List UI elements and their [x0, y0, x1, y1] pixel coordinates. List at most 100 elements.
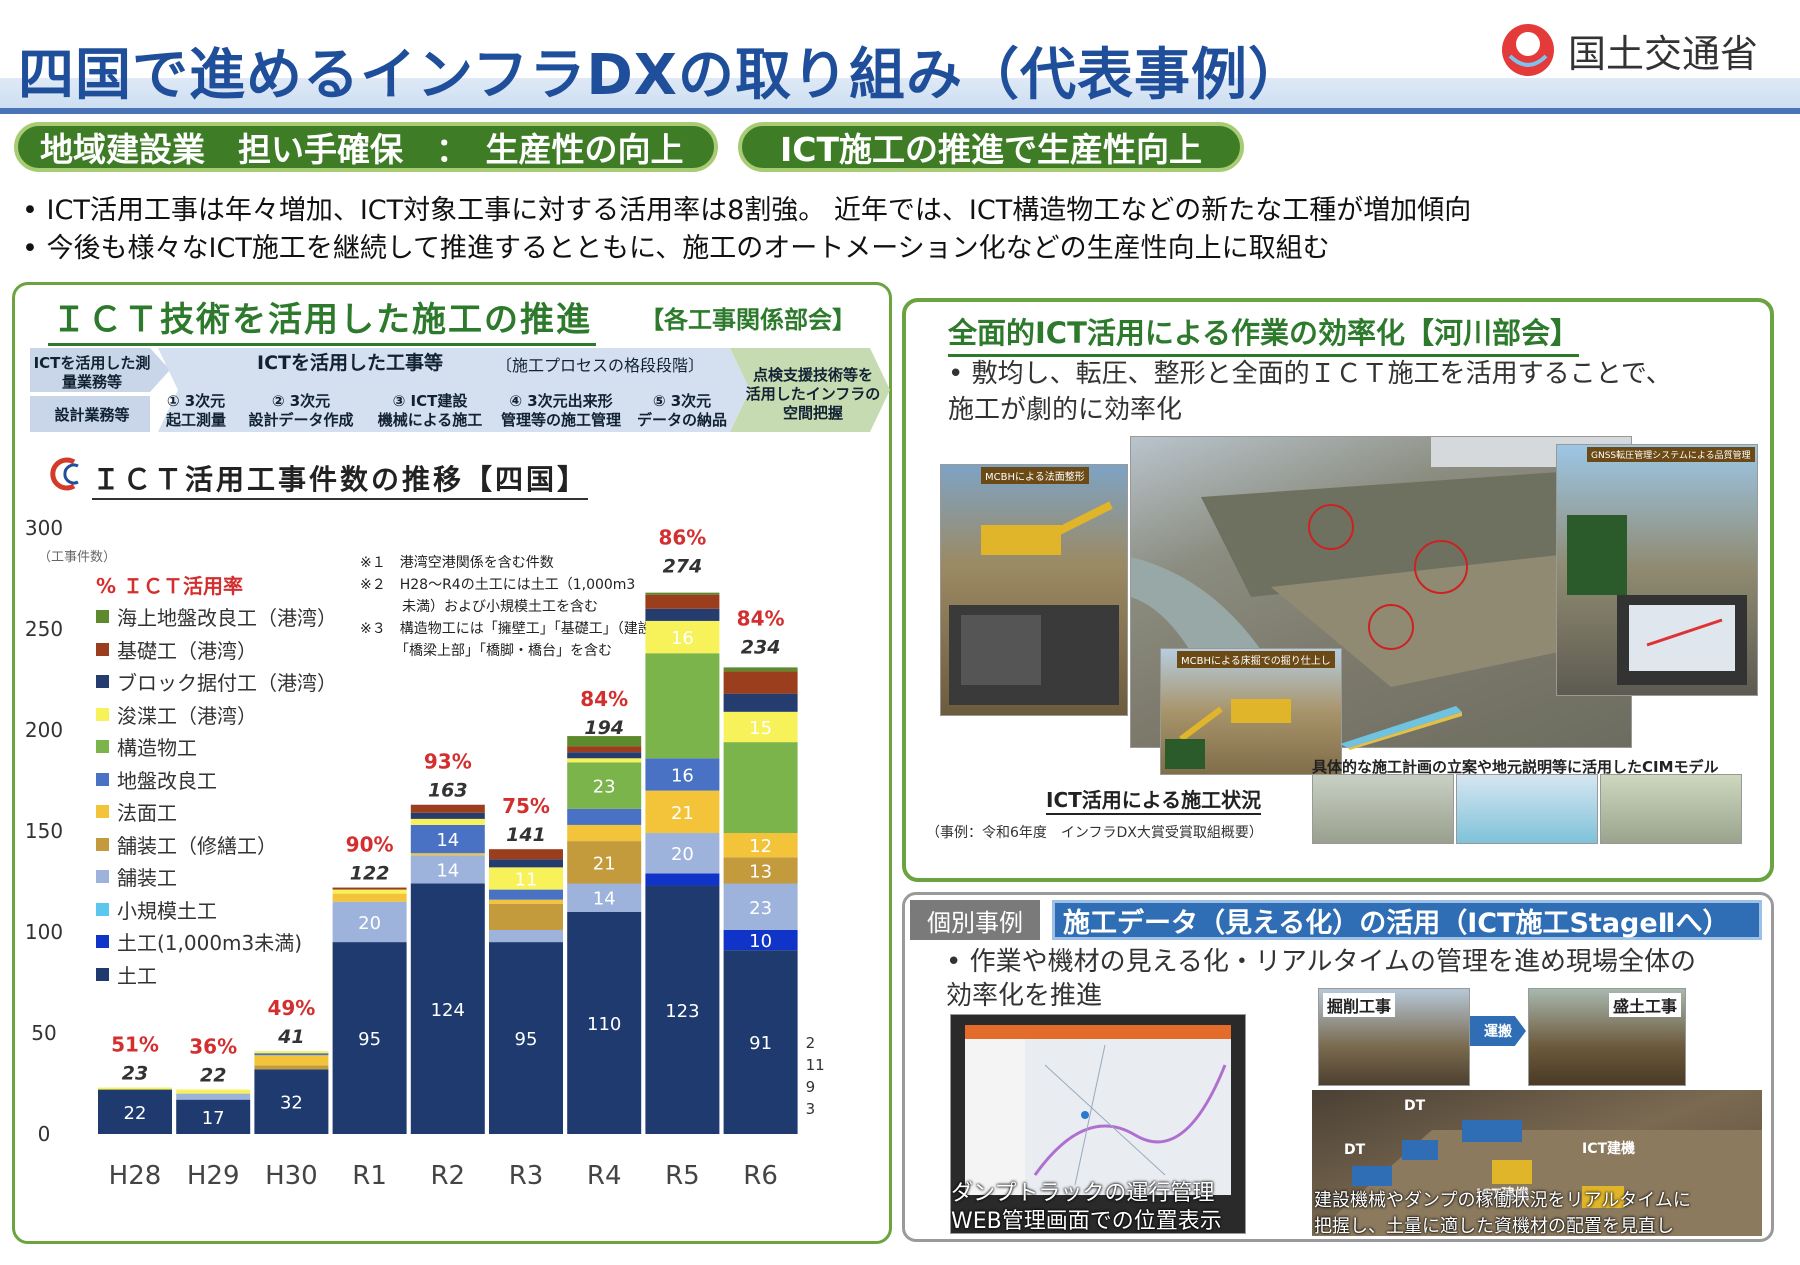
legend-item: 土工	[96, 960, 157, 989]
x-tick-label: R5	[665, 1161, 700, 1191]
bar-segment	[332, 887, 407, 890]
cim-model-image-3	[1600, 774, 1742, 844]
y-tick-label: 0	[38, 1122, 51, 1146]
bar-segment	[489, 899, 563, 904]
bar-total-label: 141	[506, 824, 546, 846]
rate-legend-label: % ＩＣＴ活用率	[96, 574, 244, 598]
inspection-step: 点検支援技術等を 活用したインフラの 空間把握	[745, 366, 881, 422]
bar-total-label: 274	[663, 556, 703, 578]
segment-value-label: 110	[587, 1014, 621, 1035]
segment-value-label: 23	[593, 777, 616, 798]
legend-swatch	[96, 902, 109, 916]
bar-segment	[567, 911, 642, 1134]
bar-segment	[645, 594, 720, 609]
ministry-emblem-icon	[1502, 24, 1554, 76]
legend-item: 法面工	[96, 797, 177, 826]
summary-bullet-1: • ICT活用工事は年々増加、ICT対象工事に対する活用率は8割強。 近年では、…	[22, 195, 1472, 226]
legend-label: 構造物工	[117, 736, 197, 760]
segment-value-label: 15	[749, 718, 772, 739]
design-step: 設計業務等	[54, 406, 130, 424]
route-map-illustration	[965, 1025, 1231, 1195]
legend-label: 土工(1,000m3未満)	[117, 931, 303, 955]
excavation-label: 掘削工事	[1323, 993, 1396, 1017]
x-tick-label: H28	[109, 1161, 162, 1191]
segment-value-label: 123	[665, 1001, 699, 1022]
monitor-screen	[965, 1025, 1231, 1195]
legend-swatch	[96, 675, 109, 688]
ict-works-chart: 0 50 100 150 200 250 300 H28 23 51% 2 21 H29 22 36% 17 3…	[25, 516, 825, 1191]
ministry-name: 国土交通省	[1568, 31, 1759, 76]
bar-segment	[723, 693, 798, 712]
ict-promotion-subheading: 【各工事関係部会】	[640, 306, 856, 334]
legend-swatch	[96, 967, 109, 981]
bar-segment	[723, 883, 798, 930]
segment-value-label: 12	[749, 836, 772, 857]
legend-swatch	[96, 642, 109, 656]
bar-segment	[567, 736, 642, 747]
segment-value-label: 91	[749, 1033, 772, 1054]
bar-total-label: 122	[350, 863, 390, 885]
legend-item: 基礎工（港湾）	[96, 635, 257, 664]
title-band	[0, 78, 1800, 108]
bar-segment	[723, 950, 798, 1134]
bar-segment	[410, 824, 485, 854]
legend-label: 地盤改良工	[117, 768, 217, 793]
legend-swatch	[96, 707, 109, 721]
process-step-5: ⑤ 3次元 データの納品	[636, 392, 727, 429]
x-tick-label: H29	[187, 1161, 240, 1191]
bar-segment	[567, 752, 642, 759]
bar-segment	[176, 1099, 251, 1134]
legend-item: 舗装工（修繕工）	[96, 830, 277, 859]
fleet-monitor-photo: ダンプトラックの運行管理 WEB管理画面での位置表示	[950, 1014, 1246, 1234]
ministry-logo: 国土交通省	[1500, 18, 1785, 82]
bar-segment	[254, 1065, 329, 1070]
bar-total-label: 234	[741, 636, 781, 658]
segment-value-label: 16	[671, 628, 694, 649]
legend-item: 地盤改良工	[96, 765, 217, 794]
legend-swatch	[96, 870, 109, 883]
segment-value-label: 95	[515, 1029, 538, 1050]
i-construction-logo-icon	[50, 457, 79, 491]
legend-label: 浚渫工（港湾）	[117, 703, 257, 728]
bar-rate-label: 84%	[737, 606, 785, 630]
bar-segment	[567, 824, 642, 842]
segment-value-label: 20	[671, 844, 694, 865]
ict-machine-label: ICT建機	[1582, 1141, 1636, 1157]
segment-value-label: 17	[202, 1108, 225, 1129]
focus-pill: ICT施工の推進で生産性向上	[738, 122, 1244, 172]
chart-notes: ※１ 港湾空港関係を含む件数 ※２ H28～R4の土工には土工（1,000m3 …	[360, 552, 690, 662]
segment-value-label: 10	[749, 931, 772, 952]
monitor-caption-2: WEB管理画面での位置表示	[951, 1209, 1222, 1234]
chart-note: ※２ H28～R4の土工には土工（1,000m3	[360, 577, 636, 593]
segment-value-label: 23	[749, 898, 772, 919]
case-text-1: • 作業や機材の見える化・リアルタイムの管理を進め現場全体の	[946, 947, 1697, 977]
bar-rate-label: 93%	[424, 750, 472, 774]
case-heading: 施工データ（見える化）の活用（ICT施工StageⅡへ）	[1052, 900, 1762, 940]
legend-swatch	[96, 805, 109, 818]
dump-truck-label: DT	[1344, 1142, 1366, 1158]
legend-label: 土工	[117, 963, 157, 988]
embankment-photo: 盛土工事	[1528, 988, 1686, 1086]
bar-segment	[410, 883, 485, 1134]
summary-bullets: • ICT活用工事は年々増加、ICT対象工事に対する活用率は8割強。 近年では、…	[22, 192, 1782, 270]
legend-item: 海上地盤改良工（港湾）	[96, 602, 337, 631]
bar-segment	[489, 849, 563, 860]
bar-segment	[567, 808, 642, 825]
bar-segment	[645, 653, 720, 759]
cim-model-image-1	[1312, 774, 1454, 844]
bar-segment	[567, 883, 642, 912]
bar-segment	[410, 855, 485, 884]
x-tick-label: R2	[430, 1161, 465, 1191]
legend-swatch	[96, 610, 109, 623]
bar-segment	[723, 857, 798, 884]
bar-segment	[410, 853, 485, 856]
y-tick-label: 300	[25, 516, 63, 540]
x-tick-label: R1	[352, 1161, 387, 1191]
legend-item: ブロック据付工（港湾）	[96, 667, 337, 696]
chart-ylabel: （工事件数）	[38, 550, 117, 565]
segment-value-label: 124	[431, 1000, 465, 1021]
segment-value-label: 20	[358, 913, 381, 934]
bar-rate-label: 51%	[111, 1033, 159, 1057]
bar-segment	[489, 859, 563, 868]
bar-segment	[645, 608, 720, 621]
